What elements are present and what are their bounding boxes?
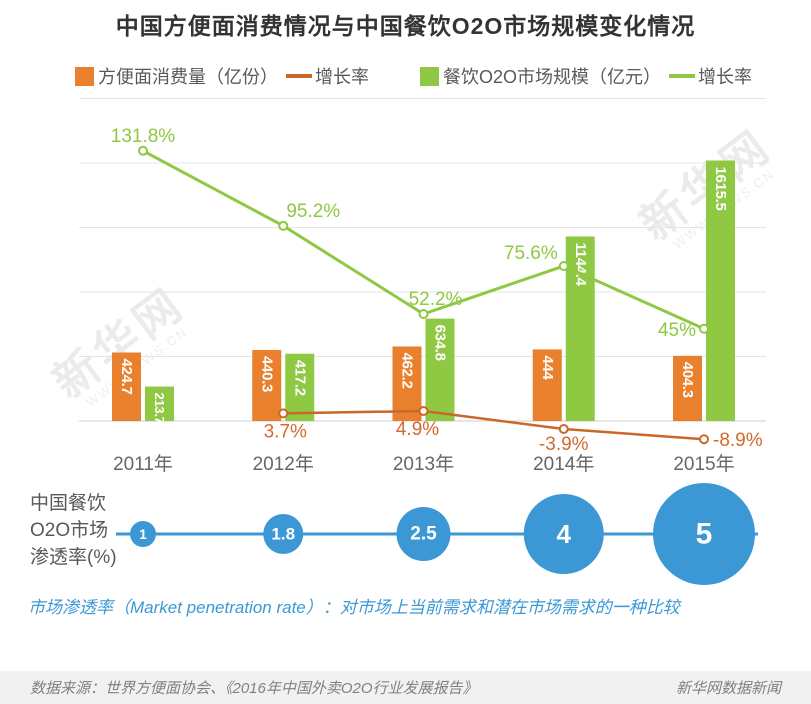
noodle-growth-line-swatch-icon [286, 74, 312, 78]
penetration-bubble-value: 1 [139, 526, 147, 542]
penetration-bubble [130, 521, 156, 547]
noodle-growth-value-label: 4.9% [396, 419, 439, 440]
legend-o2o-bar-label: 餐饮O2O市场规模（亿元） [443, 67, 662, 87]
o2o-growth-value-label: 75.6% [504, 243, 558, 264]
o2o-growth-value-label: 95.2% [286, 201, 340, 222]
x-axis-label-2013年: 2013年 [393, 453, 454, 475]
penetration-bubble [263, 514, 304, 554]
x-axis-label-2012年: 2012年 [253, 453, 314, 475]
o2o-growth-value-label: 45% [658, 320, 696, 341]
noodle-bar-2013年-value-label: 462.2 [399, 352, 416, 388]
x-axis-label-2011年: 2011年 [113, 453, 173, 475]
noodle-bar-2014年 [532, 349, 562, 421]
noodle-bar-2015年 [673, 355, 702, 421]
penetration-label-line3: 渗透率(%) [30, 547, 117, 568]
noodle-bar-2014年-value-label: 444 [539, 355, 556, 380]
noodle-bar-2011年-value-label: 424.7 [118, 359, 135, 395]
legend-group-noodle: 方便面消费量（亿份） 增长率 [75, 63, 369, 89]
o2o-bar-2011年 [145, 386, 174, 421]
o2o-bar-2014年-value-label: 1144.4 [572, 242, 589, 286]
noodle-growth-value-label: 3.7% [264, 421, 307, 442]
o2o-growth-point [699, 323, 709, 334]
penetration-bubble-value: 5 [696, 518, 713, 551]
o2o-bar-2011年-value-label: 213.7 [152, 393, 167, 424]
legend-noodle-growth-label: 增长率 [315, 67, 369, 87]
noodle-bar-2012年-value-label: 440.3 [258, 356, 275, 392]
o2o-growth-point [278, 220, 289, 231]
x-axis-label-2014年: 2014年 [533, 453, 594, 475]
o2o-bar-2013年-value-label: 634.8 [432, 325, 449, 361]
noodle-growth-point [558, 423, 569, 434]
data-source-text: 数据来源：世界方便面协会、《2016年中国外卖O2O行业发展报告》 [30, 680, 478, 697]
noodle-growth-value-label: -3.9% [539, 434, 589, 455]
o2o-growth-line-swatch-icon [669, 74, 696, 78]
penetration-bubble-value: 1.8 [271, 525, 295, 544]
o2o-bar-2015年-value-label: 1615.5 [712, 167, 729, 211]
o2o-growth-point [418, 308, 429, 319]
noodle-bar-2015年-value-label: 404.3 [679, 362, 696, 398]
o2o-bar-2013年 [425, 318, 455, 421]
legend-group-o2o: 餐饮O2O市场规模（亿元） 增长率 [420, 63, 752, 89]
o2o-growth-point [138, 145, 148, 156]
o2o-growth-point [558, 261, 569, 272]
footer-bar: 数据来源：世界方便面协会、《2016年中国外卖O2O行业发展报告》 新华网数据新… [0, 671, 811, 704]
noodle-growth-line [283, 409, 705, 441]
o2o-bar-2012年-value-label: 417.2 [291, 360, 308, 396]
noodle-growth-point [418, 405, 429, 416]
o2o-bar-swatch-icon [420, 66, 439, 86]
page-title: 中国方便面消费情况与中国餐饮O2O市场规模变化情况 [115, 13, 696, 39]
penetration-bubble [396, 507, 451, 561]
penetration-label-line1: 中国餐饮 [30, 493, 107, 514]
noodle-growth-point [699, 434, 709, 445]
penetration-bubble [653, 483, 755, 585]
x-axis-label-2015年: 2015年 [673, 453, 734, 475]
noodle-growth-value-label: -8.9% [713, 430, 763, 451]
legend-noodle-bar-label: 方便面消费量（亿份） [98, 67, 278, 87]
penetration-bubble-value: 2.5 [410, 524, 437, 545]
publisher-text: 新华网数据新闻 [675, 680, 781, 697]
noodle-bar-2012年 [252, 350, 282, 421]
noodle-bar-2011年 [112, 352, 141, 421]
o2o-growth-value-label: 52.2% [409, 289, 463, 310]
penetration-label-line2: O2O市场 [30, 520, 109, 541]
penetration-definition-note: 市场渗透率（Market penetration rate）：对市场上当前需求和… [28, 598, 680, 617]
o2o-bar-2015年 [706, 160, 735, 422]
penetration-axis-label: 中国餐饮 O2O市场 渗透率(%) [30, 490, 117, 571]
o2o-bar-2014年 [565, 236, 595, 421]
noodle-bar-swatch-icon [75, 66, 94, 86]
noodle-growth-point [278, 408, 289, 419]
o2o-bar-2012年 [285, 353, 315, 421]
penetration-bubble-value: 4 [557, 519, 572, 549]
penetration-bubble [523, 494, 604, 574]
legend-o2o-growth-label: 增长率 [698, 67, 753, 87]
o2o-growth-value-label: 131.8% [111, 126, 176, 147]
noodle-bar-2013年 [392, 346, 422, 421]
